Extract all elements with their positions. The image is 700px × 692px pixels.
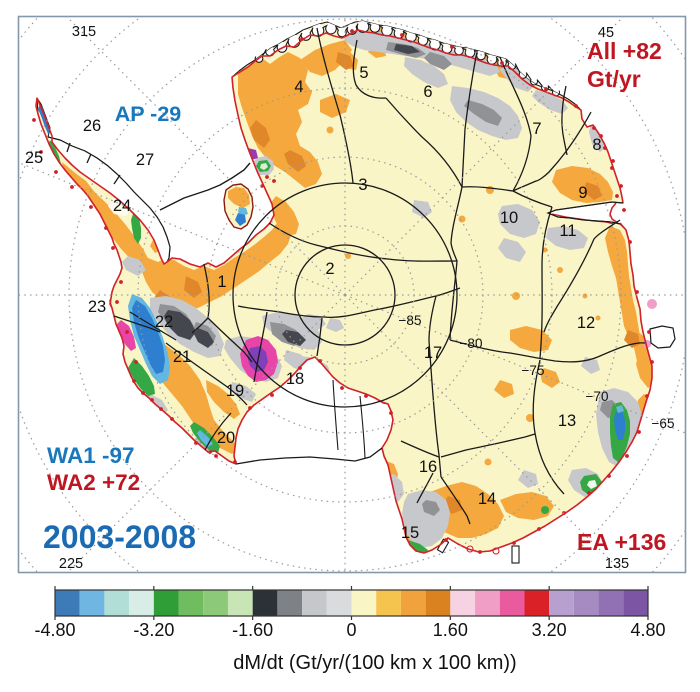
svg-text:15: 15: [401, 524, 419, 542]
svg-text:315: 315: [72, 24, 96, 40]
svg-text:21: 21: [173, 348, 191, 366]
svg-text:4: 4: [294, 78, 303, 96]
svg-text:14: 14: [478, 490, 496, 508]
svg-text:22: 22: [155, 313, 173, 331]
svg-text:4.80: 4.80: [630, 620, 665, 640]
svg-text:5: 5: [359, 64, 368, 82]
svg-text:225: 225: [59, 556, 83, 572]
svg-text:23: 23: [88, 298, 106, 316]
svg-text:12: 12: [577, 314, 595, 332]
svg-text:26: 26: [83, 117, 101, 135]
svg-text:17: 17: [424, 344, 442, 362]
svg-text:3: 3: [358, 176, 367, 194]
svg-text:dM/dt (Gt/yr/(100 km x 100 km): dM/dt (Gt/yr/(100 km x 100 km)): [233, 652, 516, 674]
svg-text:27: 27: [136, 151, 154, 169]
svg-text:10: 10: [500, 209, 518, 227]
svg-text:Gt/yr: Gt/yr: [587, 66, 641, 92]
svg-text:45: 45: [598, 25, 614, 41]
svg-text:−70: −70: [586, 389, 609, 404]
svg-text:135: 135: [605, 556, 629, 572]
svg-text:1.60: 1.60: [433, 620, 468, 640]
svg-text:AP -29: AP -29: [115, 102, 182, 126]
svg-text:7: 7: [532, 120, 541, 138]
svg-text:11: 11: [559, 222, 576, 240]
svg-text:EA +136: EA +136: [577, 529, 666, 555]
svg-text:2: 2: [325, 260, 334, 278]
svg-text:-3.20: -3.20: [133, 620, 174, 640]
svg-text:6: 6: [423, 83, 432, 101]
svg-text:3.20: 3.20: [532, 620, 567, 640]
svg-text:WA2 +72: WA2 +72: [47, 470, 140, 495]
svg-text:−80: −80: [460, 336, 483, 351]
svg-text:25: 25: [25, 149, 43, 167]
svg-text:-1.60: -1.60: [232, 620, 273, 640]
svg-text:−75: −75: [522, 363, 545, 378]
svg-text:-4.80: -4.80: [34, 620, 75, 640]
svg-text:All +82: All +82: [587, 38, 662, 64]
svg-text:18: 18: [286, 370, 304, 388]
svg-text:WA1 -97: WA1 -97: [47, 443, 135, 468]
svg-text:24: 24: [113, 197, 131, 215]
svg-text:20: 20: [217, 429, 235, 447]
svg-text:−85: −85: [399, 313, 422, 328]
svg-text:8: 8: [592, 136, 601, 154]
svg-text:0: 0: [346, 620, 356, 640]
svg-text:−65: −65: [652, 416, 675, 431]
svg-text:2003-2008: 2003-2008: [43, 519, 196, 555]
svg-text:19: 19: [226, 382, 244, 400]
svg-text:1: 1: [217, 273, 226, 291]
svg-text:16: 16: [419, 458, 437, 476]
svg-text:13: 13: [558, 412, 576, 430]
svg-text:9: 9: [578, 184, 587, 202]
